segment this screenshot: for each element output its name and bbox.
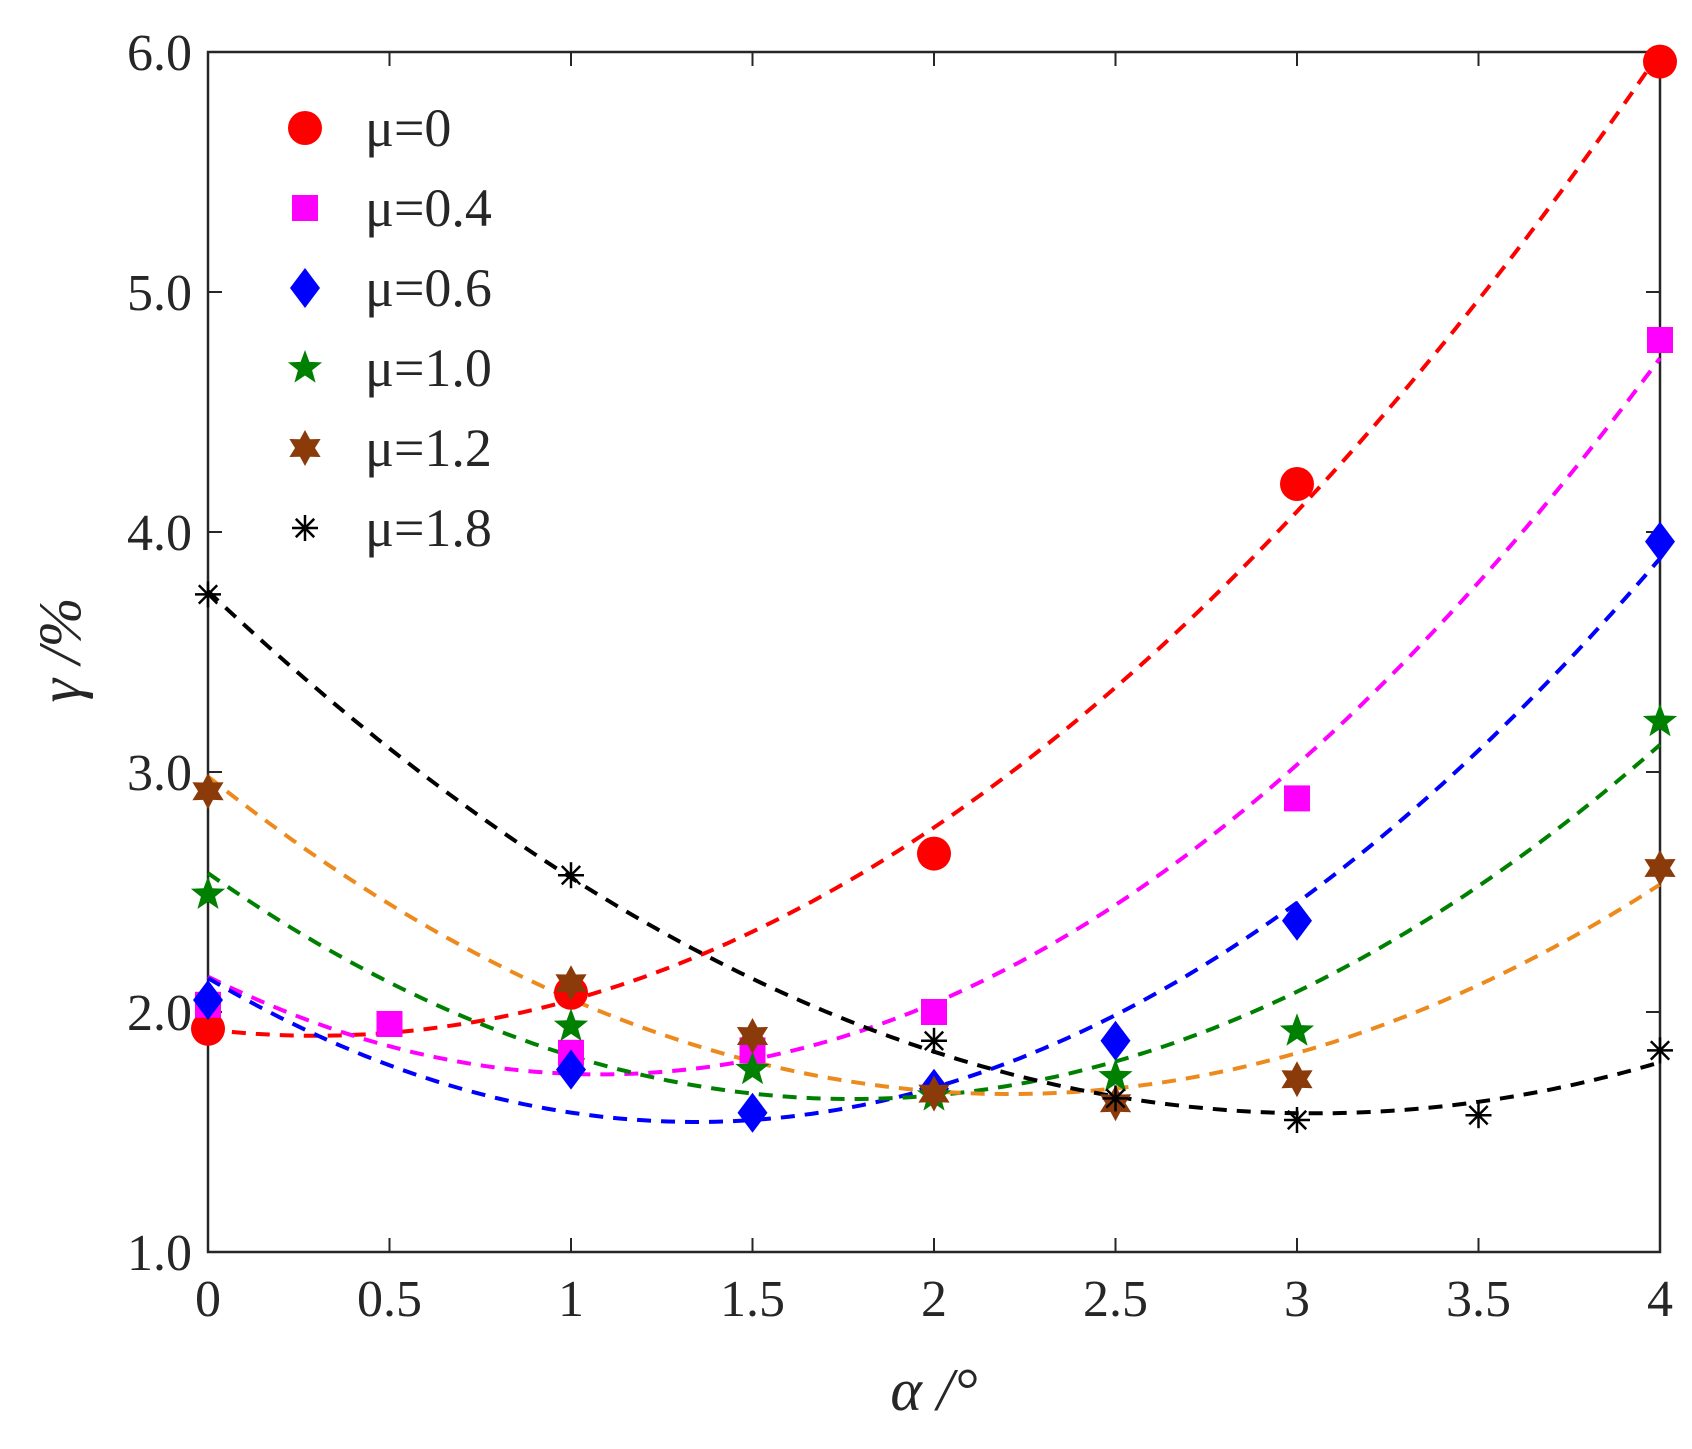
- point-series-4: [555, 965, 587, 1002]
- x-tick-label: 2: [921, 1271, 947, 1328]
- legend-marker-5: [292, 515, 318, 541]
- asterisk-stroke: [197, 584, 219, 605]
- legend-label-3: μ=1.0: [365, 338, 492, 398]
- x-axis-title: α /°: [890, 1357, 977, 1423]
- point-series-1: [921, 999, 947, 1025]
- point-series-0: [1643, 44, 1677, 79]
- point-series-4: [918, 1075, 950, 1112]
- y-tick-label: 3.0: [127, 745, 192, 802]
- point-series-2: [556, 1049, 586, 1090]
- asterisk-stroke: [1649, 1040, 1671, 1061]
- point-series-3: [1279, 1013, 1315, 1046]
- legend-label-4: μ=1.2: [365, 418, 492, 478]
- y-axis-title: γ /%: [27, 597, 93, 702]
- y-tick-label: 1.0: [127, 1225, 192, 1282]
- point-series-0: [191, 1011, 225, 1046]
- axes: 0 0.5 1 1.5 2 2.5 3 3.5 4 1.0 2.0 3.0 4.0 5.0 6.0: [127, 25, 1673, 1328]
- y-tick-label: 6.0: [127, 25, 192, 82]
- x-tick-label: 3: [1284, 1271, 1310, 1328]
- point-series-3: [1098, 1058, 1133, 1092]
- legend-marker-1: [292, 195, 318, 221]
- x-tick-label: 0.5: [357, 1271, 422, 1328]
- asterisk-stroke: [294, 517, 316, 539]
- x-tick-label: 1: [558, 1271, 584, 1328]
- point-series-1: [1647, 327, 1673, 353]
- legend-marker-3: [287, 350, 323, 383]
- point-series-5: [921, 1027, 947, 1054]
- asterisk-stroke: [1286, 1109, 1308, 1131]
- point-series-1: [1284, 785, 1310, 812]
- legend-marker-2: [290, 268, 320, 308]
- point-series-2: [193, 980, 223, 1020]
- legend-label-0: μ=0: [365, 98, 451, 158]
- x-tick-label: 0: [195, 1271, 221, 1328]
- legend-label-1: μ=0.4: [365, 178, 492, 238]
- point-series-3: [190, 876, 226, 909]
- x-tick-label: 2.5: [1083, 1271, 1148, 1328]
- x-tick-label: 4: [1647, 1271, 1673, 1328]
- x-tick-label: 1.5: [720, 1271, 785, 1328]
- point-series-4: [1644, 850, 1676, 886]
- point-series-2: [1100, 1020, 1131, 1061]
- x-tick-label: 3.5: [1446, 1271, 1511, 1328]
- data-points: [190, 44, 1678, 1133]
- point-series-4: [192, 773, 224, 810]
- point-series-5: [1284, 1107, 1310, 1133]
- point-series-3: [553, 1008, 589, 1041]
- point-series-5: [1465, 1102, 1492, 1129]
- asterisk-stroke: [560, 865, 582, 886]
- point-series-5: [1647, 1037, 1673, 1064]
- fit-line-series-0: [207, 51, 1662, 1038]
- y-tick-label: 4.0: [127, 505, 192, 562]
- point-series-3: [1642, 703, 1678, 737]
- point-series-3: [735, 1051, 770, 1085]
- asterisk-stroke: [1105, 1088, 1126, 1109]
- point-series-0: [1280, 467, 1314, 501]
- point-series-2: [1282, 900, 1312, 941]
- y-tick-label: 2.0: [127, 985, 192, 1042]
- legend-marker-4: [289, 430, 321, 466]
- legend-marker-0: [288, 111, 322, 145]
- y-tick-label: 5.0: [127, 265, 192, 322]
- point-series-1: [376, 1011, 403, 1037]
- point-series-5: [195, 581, 221, 608]
- point-series-4: [1281, 1061, 1313, 1098]
- point-series-5: [1102, 1085, 1129, 1112]
- point-series-5: [558, 862, 584, 889]
- asterisk-stroke: [923, 1030, 945, 1051]
- asterisk-stroke: [1468, 1105, 1489, 1126]
- point-series-2: [737, 1092, 768, 1133]
- point-series-2: [1645, 521, 1675, 562]
- legend: μ=0 μ=0.4 μ=0.6 μ=1.0 μ=1.2 μ=1.8: [287, 98, 492, 558]
- legend-label-5: μ=1.8: [365, 498, 492, 558]
- point-series-4: [736, 1018, 769, 1054]
- point-series-0: [917, 836, 951, 871]
- legend-label-2: μ=0.6: [365, 258, 492, 318]
